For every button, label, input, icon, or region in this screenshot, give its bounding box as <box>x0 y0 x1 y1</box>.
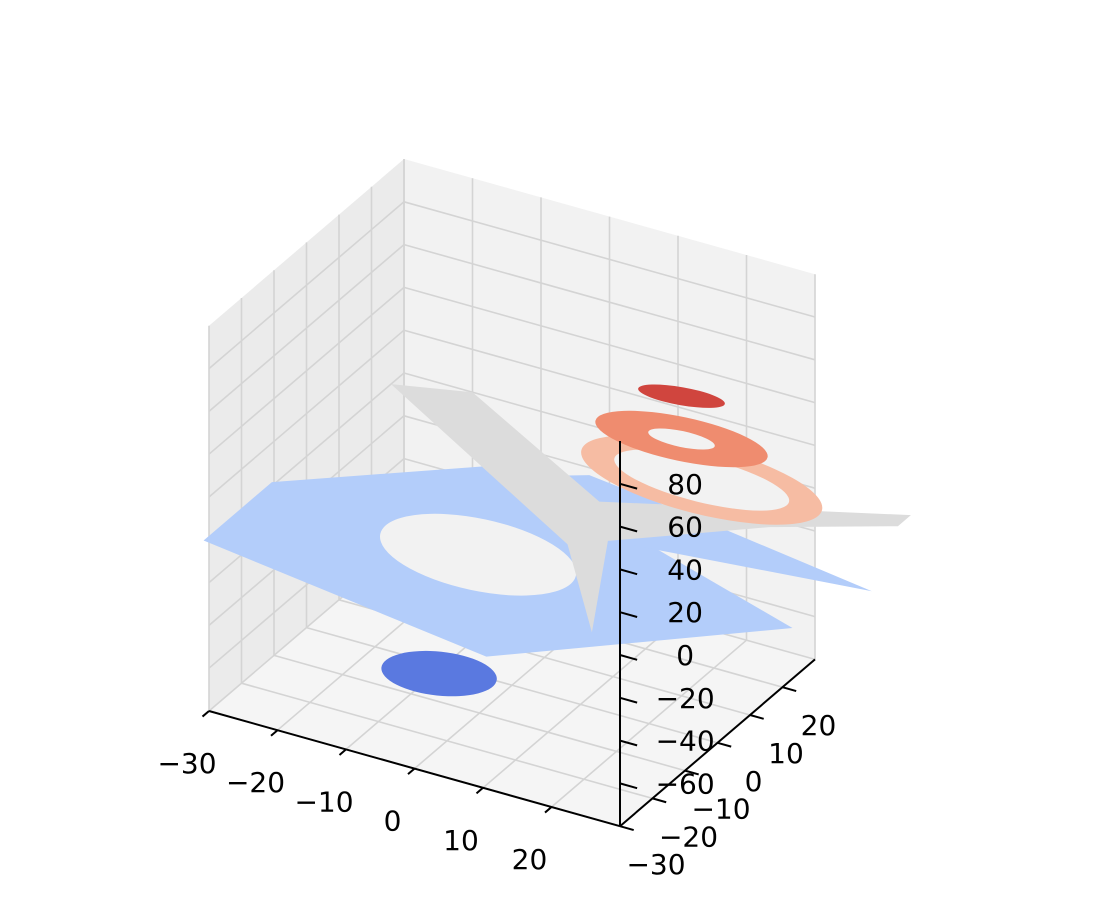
y-tick-label: 20 <box>801 709 837 742</box>
y-tick-label: −30 <box>626 848 685 881</box>
x-tick-label: 10 <box>443 824 479 857</box>
z-tick <box>619 611 638 618</box>
grid-line-z <box>208 329 816 498</box>
grid-line-floor-y <box>273 654 686 772</box>
grid-line-z <box>208 243 816 413</box>
z-tick <box>619 696 638 704</box>
y-tick <box>749 714 764 720</box>
y-tick <box>782 686 797 693</box>
x-tick-label: −20 <box>226 766 285 799</box>
contour-level-0 <box>391 384 911 633</box>
z-tick-label: −20 <box>656 682 715 715</box>
contour-level--20-hole <box>379 513 577 596</box>
y-tick-label: −10 <box>691 793 750 826</box>
x-tick-label: 0 <box>384 805 402 838</box>
z-tick-label: −40 <box>656 725 715 758</box>
z-tick-label: 60 <box>667 511 703 544</box>
y-tick <box>717 741 732 748</box>
z-tick-label: −60 <box>656 767 715 800</box>
z-tick-label: 80 <box>667 468 703 501</box>
contour-level-60 <box>638 384 725 408</box>
y-tick-label: −20 <box>659 820 718 853</box>
y-tick <box>684 769 699 776</box>
x-tick-label: 20 <box>512 843 548 876</box>
grid-line-z <box>208 200 816 370</box>
x-tick <box>338 748 347 756</box>
x-tick-label: −10 <box>294 785 353 818</box>
y-tick-label: 0 <box>745 765 763 798</box>
z-tick <box>619 782 638 790</box>
grid-line-z <box>208 286 816 455</box>
x-tick-label: −30 <box>157 747 216 780</box>
x-tick <box>475 787 484 795</box>
x-tick <box>544 806 553 814</box>
z-tick-label: 20 <box>667 596 703 629</box>
y-tick <box>619 825 634 832</box>
grid-line-floor-y <box>306 626 718 744</box>
y-tick <box>652 797 667 804</box>
x-tick <box>201 710 210 718</box>
x-tick <box>270 729 279 737</box>
contour-level--60 <box>381 650 497 697</box>
z-tick-label: 0 <box>676 639 694 672</box>
z-tick-label: 40 <box>667 553 703 586</box>
z-tick <box>619 482 638 490</box>
grid-line-floor-y <box>241 682 653 800</box>
z-tick <box>619 525 638 533</box>
z-tick <box>619 568 638 576</box>
z-tick <box>619 739 638 747</box>
y-tick-label: 10 <box>768 737 804 770</box>
contour-level-20-inner <box>614 449 790 511</box>
x-tick <box>407 767 416 775</box>
contour-level-40-inner <box>648 428 715 450</box>
z-tick <box>619 654 638 661</box>
